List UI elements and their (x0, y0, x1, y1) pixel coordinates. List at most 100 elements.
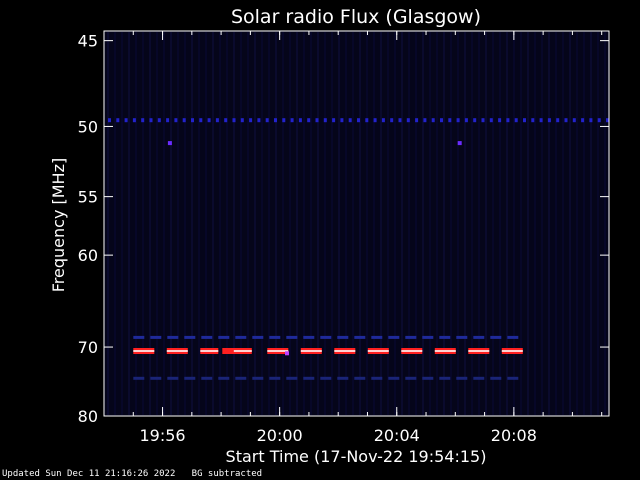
band-dash-core (501, 350, 523, 352)
band-dot (431, 118, 435, 123)
band-dash (133, 335, 145, 339)
background-stripe (422, 32, 424, 415)
band-dash (371, 376, 383, 380)
band-dash (167, 376, 179, 380)
background-stripe (443, 32, 445, 415)
background-stripe (128, 32, 130, 415)
background-stripe (219, 32, 221, 415)
background-stripe (380, 32, 382, 415)
background-stripe (387, 32, 389, 415)
y-tick-label: 70 (78, 338, 98, 357)
background-stripe (604, 32, 606, 415)
band-dot (481, 118, 485, 123)
background-stripe (170, 32, 172, 415)
band-dash (439, 335, 451, 339)
x-tick-label: 19:56 (139, 426, 185, 445)
background-stripe (121, 32, 123, 415)
band-dash (405, 335, 417, 339)
background-stripe (324, 32, 326, 415)
band-dash (303, 376, 315, 380)
band-dot (265, 118, 269, 123)
band-dash (439, 376, 451, 380)
band-dash (354, 335, 366, 339)
band-dot (232, 118, 236, 123)
band-dot (498, 118, 502, 123)
background-stripe (478, 32, 480, 415)
band-dot (506, 118, 510, 123)
band-dot (564, 118, 568, 123)
band-dash-core (334, 350, 356, 352)
background-stripes (107, 32, 606, 415)
band-dash (490, 335, 502, 339)
band-dash (252, 376, 264, 380)
band-dot (166, 118, 170, 123)
background-stripe (198, 32, 200, 415)
band-dash (371, 335, 383, 339)
background-stripe (149, 32, 151, 415)
band-dash (286, 376, 298, 380)
band-dot (124, 118, 128, 123)
band-dot (464, 118, 468, 123)
band-dot (298, 118, 302, 123)
band-dot (423, 118, 427, 123)
x-tick-label: 20:04 (374, 426, 420, 445)
y-axis: 45 50 55 60 70 80 (78, 32, 609, 426)
band-dot (199, 118, 203, 123)
background-stripe (261, 32, 263, 415)
band-dash (201, 335, 213, 339)
background-stripe (240, 32, 242, 415)
footer-note: BG subtracted (191, 469, 263, 479)
chart-title: Solar radio Flux (Glasgow) (231, 6, 481, 28)
y-tick-label: 50 (78, 117, 98, 136)
background-stripe (212, 32, 214, 415)
x-axis-label: Start Time (17-Nov-22 19:54:15) (226, 447, 487, 466)
band-dash (473, 376, 485, 380)
band-dash (422, 335, 434, 339)
band-dash (269, 376, 281, 380)
background-stripe (429, 32, 431, 415)
background-stripe (205, 32, 207, 415)
band-dot (539, 118, 543, 123)
band-dot (282, 118, 286, 123)
background-stripe (471, 32, 473, 415)
band-dot (274, 118, 277, 123)
band-dot (556, 118, 560, 123)
background-stripe (590, 32, 592, 415)
background-stripe (310, 32, 312, 415)
band-dot (290, 118, 294, 123)
background-stripe (464, 32, 466, 415)
band-dot (581, 118, 585, 123)
band-dot (249, 118, 253, 123)
band-dash (456, 376, 468, 380)
background-stripe (401, 32, 403, 415)
band-dash (252, 335, 264, 339)
background-stripe (506, 32, 508, 415)
band-dash (222, 348, 237, 354)
y-tick-label: 80 (78, 407, 98, 426)
background-stripe (485, 32, 487, 415)
band-dot (381, 118, 385, 123)
band-dash-core (133, 350, 155, 352)
band-dot (257, 118, 261, 123)
band-dot (182, 118, 186, 123)
background-stripe (282, 32, 284, 415)
band-dot (415, 118, 419, 123)
band-dash (218, 376, 230, 380)
band-dash-core (401, 350, 423, 352)
band-dot (332, 118, 336, 123)
band-dash (167, 335, 179, 339)
background-stripe (191, 32, 193, 415)
band-dash-core (166, 350, 188, 352)
background-stripe (331, 32, 333, 415)
band-dot (531, 118, 535, 123)
band-dash-core (367, 350, 389, 352)
band-dash (354, 376, 366, 380)
band-dot (323, 118, 327, 123)
background-stripe (555, 32, 557, 415)
band-dot (215, 118, 219, 123)
band-dash (269, 335, 281, 339)
band-dash (456, 335, 468, 339)
band-dash (218, 335, 230, 339)
band-dash-core (468, 350, 490, 352)
